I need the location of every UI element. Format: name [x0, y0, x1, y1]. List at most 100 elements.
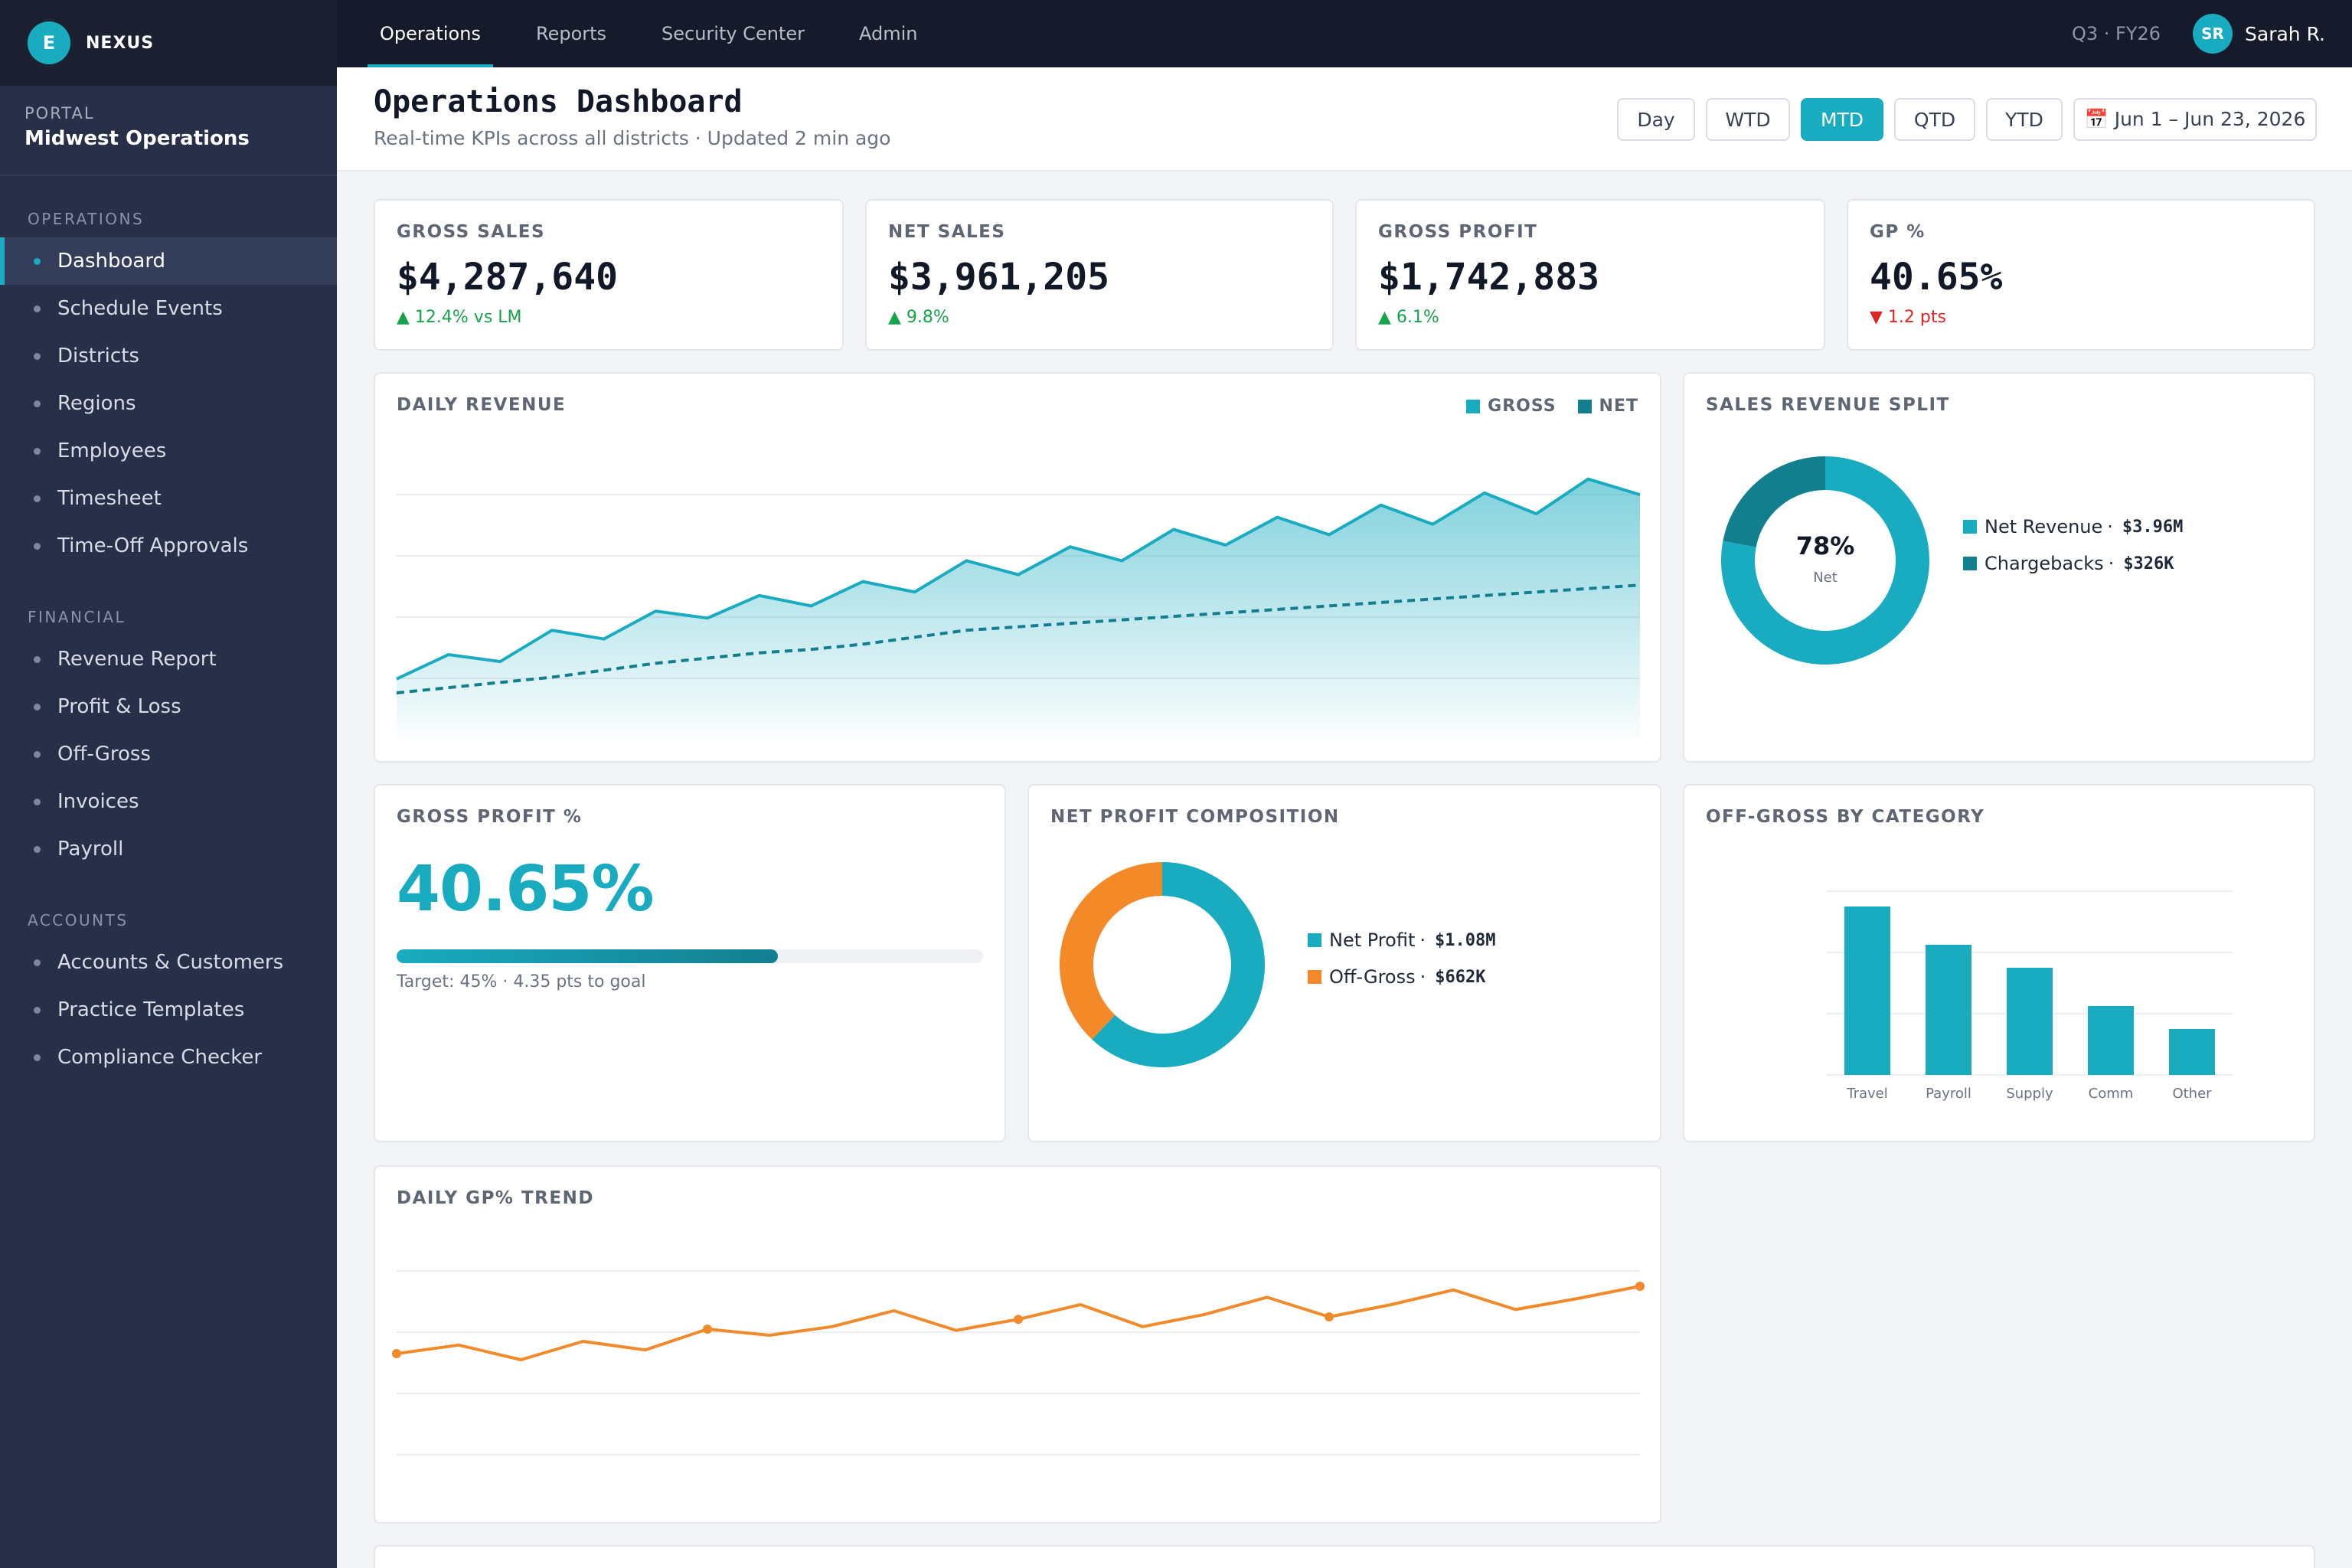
donut-slice-net-revenue[interactable]	[1721, 456, 1929, 665]
sidebar-item-label: Profit & Loss	[57, 695, 181, 718]
kpi-delta: ▲ 9.8%	[888, 308, 949, 327]
chart-title: DAILY GP% TREND	[397, 1188, 594, 1208]
donut-slice-off-gross[interactable]	[1060, 862, 1163, 1040]
sidebar-item-label: Off-Gross	[57, 743, 151, 766]
legend-item-net-profit: Net Profit · $1.08M	[1308, 929, 1495, 951]
legend-swatch	[1308, 970, 1321, 984]
bullet-icon	[34, 352, 41, 360]
bullet-icon	[34, 400, 41, 407]
tab-security-center[interactable]: Security Center	[662, 23, 805, 44]
bullet-icon	[34, 542, 41, 550]
date-range-picker[interactable]: 📅 Jun 1 – Jun 23, 2026	[2073, 98, 2317, 141]
bar-comm[interactable]	[2088, 1006, 2134, 1075]
donut-center-label: Net	[1813, 570, 1838, 586]
sidebar-item-employees[interactable]: Employees	[0, 427, 337, 475]
fiscal-period: Q3 · FY26	[2072, 23, 2161, 44]
sidebar-item-label: Regions	[57, 392, 136, 415]
sidebar-item-label: Time-Off Approvals	[57, 534, 249, 557]
bullet-icon	[34, 447, 41, 455]
donut-slice-chargebacks[interactable]	[1723, 456, 1826, 548]
kpi-card-gross-sales[interactable]: GROSS SALES $4,287,640 ▲ 12.4% vs LM	[374, 199, 844, 351]
gp-trend-point[interactable]	[1635, 1282, 1645, 1291]
bullet-icon	[34, 845, 41, 853]
sidebar-item-off-gross[interactable]: Off-Gross	[0, 730, 337, 778]
net-profit-composition-chart	[1060, 862, 1265, 1067]
range-wtd-button[interactable]: WTD	[1706, 98, 1790, 141]
legend-swatch-gross	[1466, 399, 1481, 413]
bullet-icon	[34, 959, 41, 966]
sidebar-item-compliance-checker[interactable]: Compliance Checker	[0, 1034, 337, 1081]
bar-travel[interactable]	[1844, 906, 1890, 1075]
sidebar-item-label: Employees	[57, 439, 167, 462]
gp-trend-point[interactable]	[703, 1325, 712, 1334]
gp-trend-point[interactable]	[392, 1349, 401, 1358]
range-mtd-button[interactable]: MTD	[1801, 98, 1883, 141]
sidebar-item-label: Schedule Events	[57, 297, 223, 320]
chart-title: DAILY REVENUE	[397, 395, 567, 415]
kpi-card-gross-profit[interactable]: GROSS PROFIT $1,742,883 ▲ 6.1%	[1355, 199, 1825, 351]
chart-legend: GROSS NET	[1466, 397, 1638, 416]
sidebar-item-accounts-customers[interactable]: Accounts & Customers	[0, 939, 337, 986]
nav-section-title: OPERATIONS	[28, 210, 145, 228]
portal-switcher[interactable]: PORTAL Midwest Operations	[0, 86, 337, 176]
sidebar-item-districts[interactable]: Districts	[0, 332, 337, 380]
sidebar-item-payroll[interactable]: Payroll	[0, 825, 337, 873]
x-tick-label: Supply	[2006, 1086, 2053, 1102]
kpi-label: GROSS PROFIT	[1378, 222, 1538, 242]
sidebar-item-label: Invoices	[57, 790, 139, 813]
tab-reports[interactable]: Reports	[536, 23, 607, 44]
legend-item-chargebacks: Chargebacks · $326K	[1963, 553, 2174, 574]
page-title: Operations Dashboard	[374, 84, 743, 119]
legend-label: Chargebacks	[1984, 553, 2104, 574]
legend-separator: ·	[1419, 966, 1426, 988]
chart-title: OFF-GROSS BY CATEGORY	[1706, 807, 1985, 827]
gp-trend-point[interactable]	[1325, 1312, 1334, 1321]
bullet-icon	[34, 1054, 41, 1061]
bar-supply[interactable]	[2007, 968, 2053, 1075]
legend-item-off-gross: Off-Gross · $662K	[1308, 966, 1485, 988]
gp-progress-fill	[397, 949, 778, 963]
sidebar-item-revenue-report[interactable]: Revenue Report	[0, 635, 337, 683]
legend-swatch-net	[1577, 399, 1592, 413]
avatar[interactable]: SR	[2193, 14, 2233, 54]
kpi-card-net-sales[interactable]: NET SALES $3,961,205 ▲ 9.8%	[865, 199, 1334, 351]
bullet-icon	[34, 305, 41, 312]
bullet-icon	[34, 495, 41, 502]
gp-trend-point[interactable]	[1014, 1315, 1023, 1325]
sidebar-item-label: Dashboard	[57, 250, 166, 273]
sidebar-item-schedule-events[interactable]: Schedule Events	[0, 285, 337, 332]
sidebar-item-dashboard[interactable]: Dashboard	[0, 237, 337, 285]
range-qtd-button[interactable]: QTD	[1894, 98, 1975, 141]
brand[interactable]: E NEXUS	[0, 0, 337, 86]
donut-slice-net-profit[interactable]	[1092, 862, 1265, 1067]
range-day-button[interactable]: Day	[1617, 98, 1695, 141]
sidebar: E NEXUS PORTAL Midwest Operations OPERAT…	[0, 0, 337, 1568]
bar-other[interactable]	[2169, 1029, 2215, 1075]
tab-operations[interactable]: Operations	[368, 0, 493, 67]
page-subtitle: Real-time KPIs across all districts · Up…	[374, 127, 891, 149]
portal-name: Midwest Operations	[24, 127, 250, 150]
range-ytd-button[interactable]: YTD	[1986, 98, 2063, 141]
kpi-card-gp-percent[interactable]: GP % 40.65% ▼ 1.2 pts	[1847, 199, 2315, 351]
off-gross-by-category-chart: Travel Payroll Supply Comm Other	[1827, 890, 2233, 1102]
sidebar-item-timesheet[interactable]: Timesheet	[0, 475, 337, 522]
user-name[interactable]: Sarah R.	[2245, 22, 2326, 45]
sidebar-item-regions[interactable]: Regions	[0, 380, 337, 427]
net-series-line	[396, 583, 1641, 694]
bar-payroll[interactable]	[1926, 945, 1971, 1075]
sidebar-item-practice-templates[interactable]: Practice Templates	[0, 986, 337, 1034]
sidebar-item-invoices[interactable]: Invoices	[0, 778, 337, 825]
daily-gp-trend-chart	[392, 1270, 1645, 1455]
sales-revenue-split-chart	[1721, 456, 1929, 665]
tab-admin[interactable]: Admin	[859, 23, 918, 44]
card-title: GROSS PROFIT %	[397, 807, 583, 827]
kpi-label: NET SALES	[888, 222, 1006, 242]
bullet-icon	[34, 703, 41, 710]
gp-target-text: Target: 45% · 4.35 pts to goal	[397, 972, 646, 991]
legend-swatch	[1308, 933, 1321, 947]
legend-value: $3.96M	[2122, 517, 2184, 537]
sidebar-item-profit-loss[interactable]: Profit & Loss	[0, 683, 337, 730]
portal-label: PORTAL	[24, 104, 95, 122]
legend-item-net-revenue: Net Revenue · $3.96M	[1963, 516, 2183, 537]
sidebar-item-time-off-approvals[interactable]: Time-Off Approvals	[0, 522, 337, 570]
